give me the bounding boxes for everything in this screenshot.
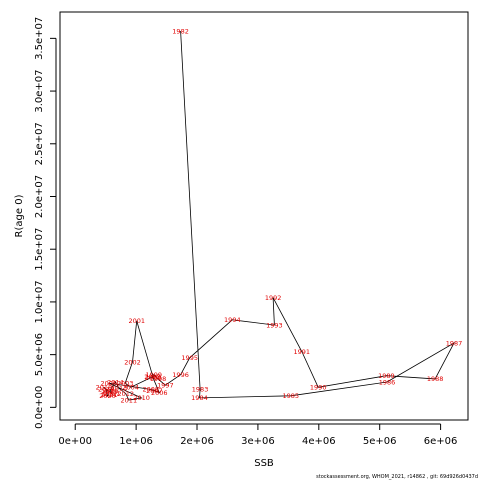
point-label: 2006 [151,389,168,397]
point-label: 1999 [146,371,163,379]
series-line [103,30,456,401]
point-label: 2001 [128,317,145,325]
point-label: 2017 [103,390,120,398]
point-label: 1996 [172,371,189,379]
x-axis: 0e+00 1e+06 2e+06 3e+06 4e+06 5e+06 6e+06 [58,423,458,447]
y-tick-label: 1.0e+07 [34,280,45,323]
point-label: 1990 [310,384,327,392]
point-label: 2005 [144,373,161,381]
x-tick-label: 5e+06 [363,436,397,447]
point-label: 1987 [446,339,463,347]
point-label: 2010 [133,394,150,402]
point-label: 2012 [117,390,134,398]
point-label: 2021 [101,391,118,399]
point-label: 1998 [150,375,167,383]
point-label: 2015 [101,388,118,396]
x-axis-title: SSB [254,458,274,469]
point-label: 1991 [293,348,310,356]
point-label: 2016 [102,387,119,395]
point-label: 2014 [107,378,124,386]
y-axis: 0.0e+00 5.0e+06 1.0e+07 1.5e+07 2.0e+07 2.5e+… [34,17,57,429]
y-tick-label: 3.5e+07 [34,17,45,60]
footer-text: stockassessment.org, WHOM_2021, r14862 ,… [316,474,478,480]
point-label: 1985 [283,392,300,400]
point-label: 2009 [100,379,117,387]
point-label: 1993 [266,321,283,329]
y-tick-label: 3.0e+07 [34,69,45,112]
point-label: 2018 [96,384,113,392]
plot-frame [59,11,469,421]
y-tick-label: 0.0e+00 [34,386,45,429]
point-label: 1984 [191,394,208,402]
x-tick-label: 2e+06 [180,436,214,447]
y-tick-label: 2.0e+07 [34,175,45,218]
point-label: 2013 [111,385,128,393]
point-label: 1997 [157,382,174,390]
y-axis-title: R(age 0) [14,194,25,237]
x-tick-label: 6e+06 [424,436,458,447]
point-label: 2002 [124,358,141,366]
point-label: 2019 [98,386,115,394]
x-tick-label: 3e+06 [241,436,275,447]
point-label: 2004 [122,384,139,392]
point-label: 2020 [99,392,116,400]
point-label: 1988 [427,375,444,383]
y-tick-label: 5.0e+06 [34,333,45,376]
point-label: 1994 [224,316,241,324]
point-label: 2011 [121,396,138,404]
point-label: 1992 [265,294,282,302]
point-label: 2000 [145,374,162,382]
x-tick-label: 1e+06 [119,436,153,447]
point-label: 2008 [142,386,159,394]
x-tick-label: 4e+06 [302,436,336,447]
y-tick-label: 2.5e+07 [34,122,45,165]
point-label: 2003 [117,379,134,387]
point-label: 1982 [172,27,189,35]
point-label: 1983 [192,386,209,394]
y-tick-label: 1.5e+07 [34,228,45,271]
point-label: 1986 [379,378,396,386]
point-label: 1995 [181,354,198,362]
x-tick-label: 0e+00 [58,436,92,447]
point-label: 2007 [146,387,163,395]
point-label: 1989 [378,372,395,380]
